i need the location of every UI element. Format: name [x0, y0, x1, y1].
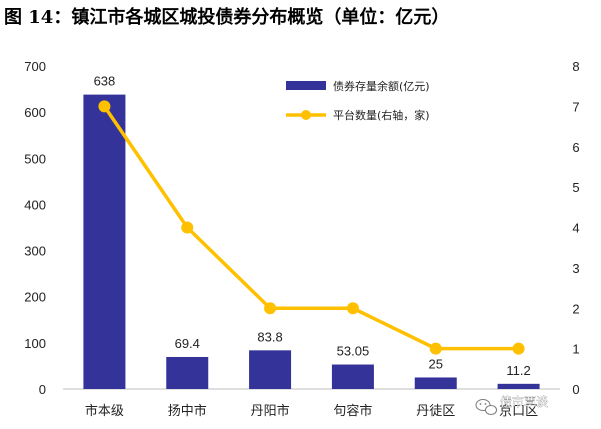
- bar: [414, 377, 457, 389]
- category-label: 市本级: [85, 403, 124, 419]
- bar: [497, 383, 540, 389]
- right-axis-tick-label: 0: [572, 382, 579, 397]
- bar-data-labels: 638 69.4 83.8 53.05 25 11.2: [94, 74, 531, 378]
- line-point: [181, 221, 194, 234]
- right-axis-tick-label: 4: [572, 221, 579, 236]
- left-axis-tick-label: 600: [24, 105, 46, 120]
- bar-data-label: 53.05: [337, 344, 370, 359]
- legend: 债券存量余额(亿元) 平台数量(右轴，家): [286, 79, 430, 122]
- legend-swatch-bar: [286, 81, 326, 90]
- left-axis-tick-label: 0: [39, 382, 46, 397]
- legend-label-line: 平台数量(右轴，家): [333, 108, 430, 122]
- line-series: [98, 100, 525, 355]
- left-axis-tick-label: 700: [24, 59, 46, 74]
- watermark-text: 债市覃谈: [500, 394, 548, 409]
- left-axis-tick-label: 400: [24, 197, 46, 212]
- category-label: 京口区: [499, 404, 538, 419]
- title-block: 图 14：镇江市各城区城投债券分布概览（单位：亿元）: [4, 6, 449, 28]
- right-axis-tick-label: 5: [572, 180, 579, 195]
- line-point: [98, 100, 111, 113]
- bar: [331, 364, 374, 389]
- bar: [166, 356, 209, 389]
- line-point: [429, 342, 442, 355]
- legend-swatch-marker: [301, 110, 311, 120]
- left-axis: 0 100 200 300 400 500 600 700: [24, 59, 46, 397]
- bar-data-label: 83.8: [257, 329, 282, 344]
- legend-label-bar: 债券存量余额(亿元): [333, 79, 430, 93]
- right-axis-tick-label: 7: [572, 99, 579, 114]
- category-labels: 市本级 扬中市 丹阳市 句容市 丹徒区 京口区: [85, 403, 538, 419]
- category-label: 扬中市: [168, 403, 207, 419]
- right-axis-tick-label: 8: [572, 59, 579, 74]
- left-axis-tick-label: 200: [24, 290, 46, 305]
- right-axis: 0 1 2 3 4 5 6 7 8: [572, 59, 579, 397]
- line-point: [512, 342, 525, 355]
- bar-data-label: 69.4: [175, 336, 200, 351]
- bar-data-label: 638: [94, 74, 116, 89]
- bar: [249, 350, 292, 389]
- wechat-icon: [475, 399, 497, 415]
- left-axis-tick-label: 300: [24, 244, 46, 259]
- category-label: 句容市: [333, 403, 372, 419]
- bar: [83, 94, 126, 389]
- bar-data-label: 25: [429, 356, 443, 371]
- line-point: [346, 302, 359, 315]
- right-axis-tick-label: 3: [572, 261, 579, 276]
- bar-data-label: 11.2: [506, 363, 530, 378]
- right-axis-tick-label: 2: [572, 301, 579, 316]
- category-label: 丹徒区: [416, 404, 455, 419]
- left-axis-tick-label: 100: [24, 336, 46, 351]
- line-point: [264, 302, 277, 315]
- bar-series: [83, 94, 540, 389]
- right-axis-tick-label: 1: [572, 342, 579, 357]
- left-axis-tick-label: 500: [24, 151, 46, 166]
- right-axis-tick-label: 6: [572, 140, 579, 155]
- category-label: 丹阳市: [251, 403, 290, 419]
- chart-title: 图 14：镇江市各城区城投债券分布概览（单位：亿元）: [4, 6, 449, 28]
- line-path: [102, 105, 519, 351]
- watermark: 债市覃谈: [475, 394, 548, 415]
